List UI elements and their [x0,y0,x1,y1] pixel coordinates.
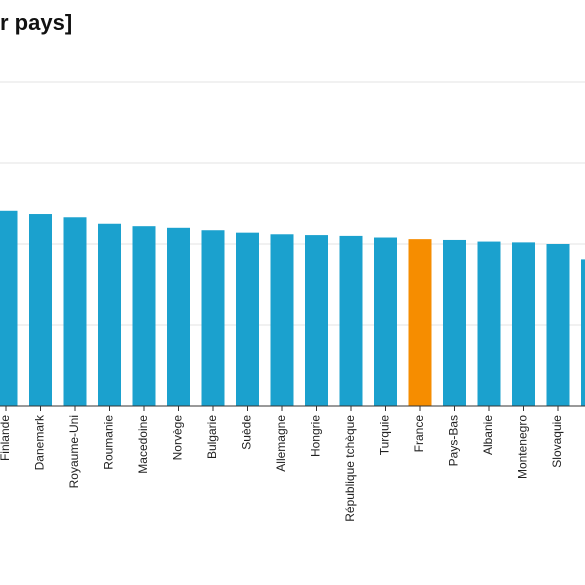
bar-finlande [0,210,18,406]
bar-turquie [374,237,397,406]
x-tick-label: Pays-Bas [447,415,461,466]
bar-bulgarie [201,230,225,406]
bar-hongrie [305,235,328,406]
x-tick-labels: Finlande Danemark Royaume-Uni Roumanie Maced… [0,414,564,522]
x-tick-label: Bulgarie [205,415,219,459]
bar-slovaquie [546,244,570,406]
bar-france [408,239,432,406]
bar-république-tchèque [339,235,363,406]
bar-norvège [167,227,190,406]
x-tick-label: Suède [240,415,254,450]
x-tick-label: Royaume-Uni [67,415,81,488]
bar-suède [236,232,259,406]
x-tick-label: Hongrie [309,415,323,457]
x-tick-label: Turquie [378,415,392,456]
bar-allemagne [270,234,294,406]
x-ticks [5,406,559,411]
x-tick-label: Allemagne [274,415,288,472]
x-tick-label: Slovaquie [550,415,564,468]
bar-royaume-uni [63,217,87,406]
bar-roumanie [98,223,121,406]
x-tick-label: Roumanie [102,415,116,470]
bars [0,210,585,406]
bar-macedoine [132,226,156,406]
bar-albanie [477,241,501,406]
bar-unlabeled [581,259,585,406]
chart-title: r pays] [0,10,73,35]
x-tick-label: Macedoine [136,415,150,474]
x-tick-label: Montenegro [516,415,530,479]
x-tick-label: République tchèque [343,415,357,522]
bar-montenegro [512,242,535,406]
x-tick-label: France [412,415,426,453]
bar-pays-bas [443,239,466,406]
bar-danemark [29,214,52,406]
x-tick-label: Albanie [481,415,495,455]
x-tick-label: Finlande [0,415,12,461]
x-tick-label: Danemark [33,414,47,470]
x-tick-label: Norvège [171,415,185,461]
